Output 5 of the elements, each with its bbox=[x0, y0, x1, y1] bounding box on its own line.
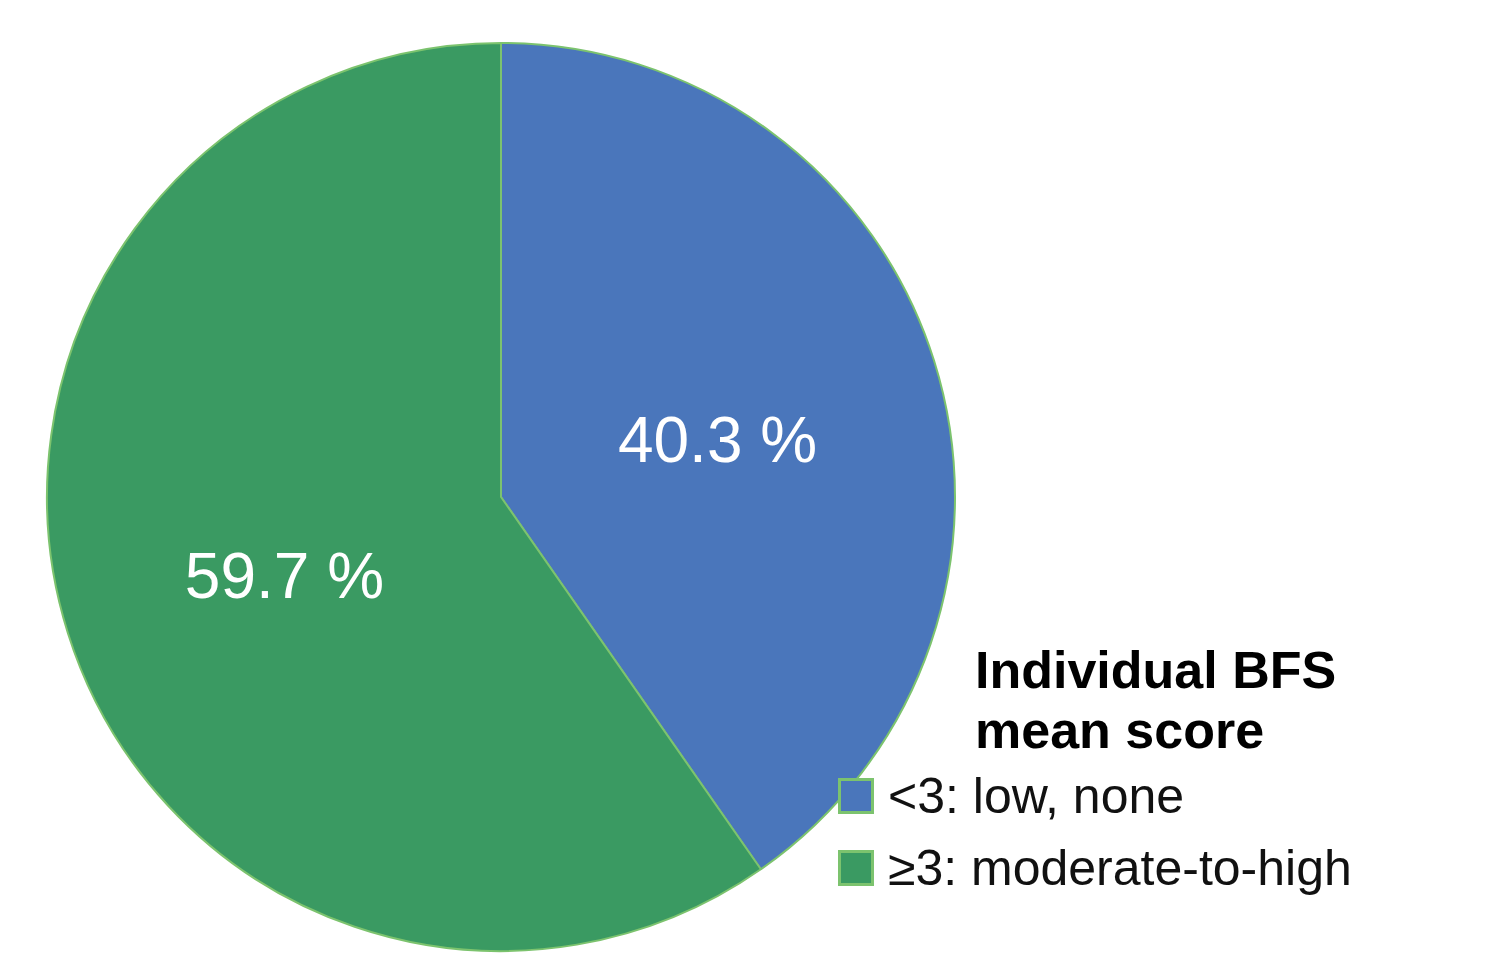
data-label: 59.7 % bbox=[184, 539, 385, 612]
legend-label: ≥3: moderate-to-high bbox=[888, 839, 1352, 898]
legend-label: <3: low, none bbox=[888, 767, 1185, 826]
data-label: 40.3 % bbox=[617, 403, 818, 476]
legend-title: Individual BFS mean score bbox=[975, 640, 1338, 760]
